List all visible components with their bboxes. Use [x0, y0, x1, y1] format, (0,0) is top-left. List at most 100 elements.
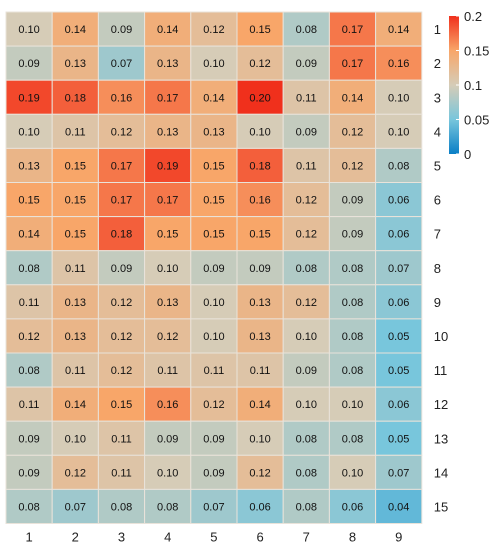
heatmap-cell — [375, 182, 423, 218]
heatmap-cell — [190, 386, 238, 422]
cell-value-label: 0.08 — [111, 501, 132, 513]
cell-value-label: 0.05 — [388, 331, 409, 343]
cell-value-label: 0.14 — [203, 92, 224, 104]
heatmap-cell — [328, 45, 377, 81]
y-tick-label: 10 — [434, 329, 448, 344]
heatmap-cell — [375, 250, 423, 286]
heatmap-cell — [236, 488, 284, 524]
cell-value-label: 0.06 — [388, 297, 409, 309]
cell-value-label: 0.12 — [249, 467, 270, 479]
heatmap-cell — [375, 454, 423, 490]
cell-value-label: 0.08 — [18, 263, 39, 275]
heatmap-cell — [190, 454, 238, 490]
x-tick-label: 5 — [210, 530, 217, 545]
legend-ticks: 0 0.05 0.1 0.15 0.2 — [456, 9, 489, 162]
cell-value-label: 0.09 — [157, 433, 178, 445]
cell-value-label: 0.09 — [342, 195, 363, 207]
legend-tick-label: 0.05 — [464, 113, 489, 128]
heatmap-cell — [190, 182, 238, 218]
y-tick-label: 1 — [434, 22, 441, 37]
cell-value-label: 0.06 — [388, 229, 409, 241]
cell-value-label: 0.10 — [388, 92, 409, 104]
heatmap-cell — [5, 216, 53, 252]
cell-value-label: 0.09 — [111, 263, 132, 275]
heatmap-cell — [375, 79, 423, 115]
cell-value-label: 0.10 — [342, 399, 363, 411]
legend-color-bar — [449, 16, 459, 154]
heatmap-cell — [375, 352, 423, 388]
heatmap-cell — [97, 45, 146, 81]
heatmap-cell — [51, 216, 99, 252]
cell-value-label: 0.14 — [65, 24, 86, 36]
heatmap-cell — [375, 318, 423, 354]
heatmap-cell — [236, 182, 284, 218]
cell-value-label: 0.12 — [342, 160, 363, 172]
cell-value-label: 0.12 — [65, 467, 86, 479]
cell-value-label: 0.12 — [157, 331, 178, 343]
cell-value-label: 0.11 — [250, 365, 271, 377]
y-tick-label: 12 — [434, 397, 448, 412]
x-axis-labels: 1 2 3 4 5 6 7 8 9 — [25, 530, 402, 545]
cell-value-label: 0.17 — [111, 160, 132, 172]
y-tick-label: 4 — [434, 124, 441, 139]
cell-value-label: 0.11 — [111, 467, 132, 479]
cell-value-label: 0.06 — [388, 399, 409, 411]
y-tick-label: 8 — [434, 261, 441, 276]
cell-value-label: 0.12 — [249, 58, 270, 70]
cell-value-label: 0.12 — [111, 365, 132, 377]
legend-tick-label: 0 — [464, 147, 471, 162]
heatmap-cell — [328, 352, 377, 388]
heatmap-cell — [236, 11, 284, 47]
cell-value-label: 0.11 — [65, 126, 86, 138]
cell-value-label: 0.08 — [342, 331, 363, 343]
cell-value-label: 0.14 — [18, 229, 39, 241]
cell-value-label: 0.11 — [296, 92, 317, 104]
cell-value-label: 0.17 — [342, 24, 363, 36]
cell-value-label: 0.15 — [65, 195, 86, 207]
color-legend: 0 0.05 0.1 0.15 0.2 — [449, 9, 489, 162]
heatmap-cells: 0.10 0.14 0.09 0.14 0.12 0.15 0.08 0.17 0.14 0.09… — [5, 11, 423, 524]
cell-value-label: 0.08 — [18, 365, 39, 377]
heatmap-cell — [5, 284, 53, 320]
cell-value-label: 0.14 — [65, 399, 86, 411]
cell-value-label: 0.14 — [342, 92, 363, 104]
heatmap-cell — [328, 420, 377, 456]
cell-value-label: 0.13 — [65, 58, 86, 70]
heatmap-cell — [282, 45, 330, 81]
cell-value-label: 0.10 — [388, 126, 409, 138]
heatmap-cell — [328, 386, 377, 422]
cell-value-label: 0.08 — [157, 501, 178, 513]
cell-value-label: 0.09 — [203, 433, 224, 445]
cell-value-label: 0.13 — [157, 126, 178, 138]
x-tick-label: 2 — [72, 530, 79, 545]
heatmap-cell — [97, 454, 146, 490]
cell-value-label: 0.10 — [296, 331, 317, 343]
y-tick-label: 6 — [434, 193, 441, 208]
heatmap-cell — [236, 454, 284, 490]
heatmap-cell — [51, 79, 99, 115]
y-tick-label: 9 — [434, 295, 441, 310]
heatmap-cell — [375, 113, 423, 149]
cell-value-label: 0.15 — [65, 229, 86, 241]
heatmap-cell — [282, 352, 330, 388]
cell-value-label: 0.10 — [18, 24, 39, 36]
cell-value-label: 0.11 — [65, 263, 86, 275]
heatmap-cell — [97, 182, 146, 218]
cell-value-label: 0.12 — [342, 126, 363, 138]
heatmap-cell — [5, 454, 53, 490]
heatmap-cell — [5, 11, 53, 47]
cell-value-label: 0.13 — [65, 331, 86, 343]
cell-value-label: 0.17 — [342, 58, 363, 70]
cell-value-label: 0.09 — [342, 229, 363, 241]
cell-value-label: 0.09 — [249, 263, 270, 275]
heatmap-cell — [144, 318, 192, 354]
y-tick-label: 5 — [434, 158, 441, 173]
heatmap-cell — [236, 386, 284, 422]
cell-value-label: 0.13 — [203, 126, 224, 138]
cell-value-label: 0.09 — [18, 433, 39, 445]
cell-value-label: 0.07 — [388, 467, 409, 479]
cell-value-label: 0.07 — [388, 263, 409, 275]
heatmap-cell — [190, 250, 238, 286]
heatmap-cell — [51, 318, 99, 354]
